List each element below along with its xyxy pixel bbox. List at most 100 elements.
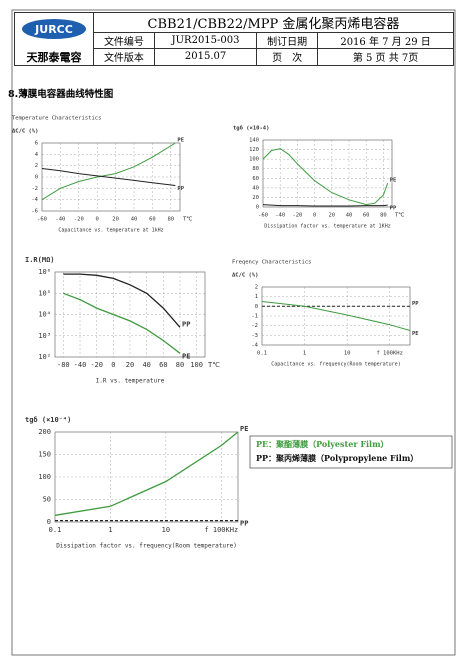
- x-tick-label: -60: [258, 213, 268, 219]
- logo-cell: JURCC: [14, 12, 94, 49]
- x-axis-label: T℃: [395, 213, 405, 219]
- x-tick-label: 1: [303, 351, 306, 357]
- chart-caption: Dissipation factor vs. frequency(Room te…: [56, 543, 237, 550]
- cell: 2015.07: [153, 48, 258, 66]
- x-tick-label: 0: [111, 361, 115, 369]
- logo-text: JURCC: [34, 23, 73, 36]
- series-line: [41, 142, 176, 201]
- y-tick-label: 0: [256, 205, 259, 211]
- cell: 页 次: [256, 48, 319, 66]
- x-tick-label: 1: [108, 526, 112, 534]
- series-label: PE: [177, 138, 184, 144]
- x-tick-label: -80: [57, 361, 70, 369]
- y-tick-label: -1: [251, 314, 258, 320]
- legend-note: PP：聚丙烯薄膜（Polypropylene Film）: [256, 453, 418, 463]
- y-tick-label: -4: [251, 343, 258, 349]
- y-tick-label: 0: [47, 518, 51, 526]
- y-tick-label: -3: [251, 333, 258, 339]
- y-tick-label: 6: [35, 141, 38, 147]
- x-tick-label: 60: [159, 361, 167, 369]
- company: 天那泰電容: [14, 48, 94, 66]
- x-tick-label: 100: [190, 361, 203, 369]
- chart-title: Temperature Characteristics: [12, 116, 101, 122]
- x-tick-label: 10: [162, 526, 170, 534]
- y-tick-label: 100: [38, 473, 51, 481]
- chart-caption: I.R vs. temperature: [96, 378, 165, 385]
- series-label: PP: [177, 186, 184, 192]
- x-tick-label: -60: [37, 217, 47, 223]
- y-tick-label: 140: [249, 138, 259, 144]
- logo: JURCC: [22, 19, 86, 40]
- x-tick-label: 0.1: [257, 351, 267, 357]
- x-tick-label: f 100KHz: [204, 526, 238, 534]
- series-label: PE: [412, 331, 419, 337]
- cell: 2016 年 7 月 29 日: [317, 32, 454, 49]
- page-frame: [11, 9, 456, 656]
- series-label: PP: [240, 520, 248, 528]
- series-label: PE: [182, 352, 190, 360]
- x-axis-label: T℃: [208, 361, 220, 369]
- series-line: [41, 168, 176, 186]
- x-tick-label: 60: [149, 217, 156, 223]
- x-tick-label: 80: [176, 361, 184, 369]
- x-tick-label: 10: [344, 351, 351, 357]
- series-line: [262, 148, 389, 206]
- x-axis-label: T℃: [183, 217, 193, 223]
- y-tick-label: 10⁵: [38, 289, 51, 297]
- chart-title: Freqency Characteristics: [232, 260, 311, 266]
- x-tick-label: -40: [275, 213, 285, 219]
- y-axis-label: ΔC/C (%): [12, 129, 39, 135]
- series-label: PE: [240, 425, 248, 433]
- x-tick-label: 40: [131, 217, 138, 223]
- x-tick-label: -40: [74, 361, 87, 369]
- x-tick-label: 40: [142, 361, 150, 369]
- section-title: 8.薄膜电容器曲线特性图: [8, 89, 114, 100]
- y-tick-label: -4: [31, 197, 38, 203]
- legend-box: [249, 435, 453, 469]
- series-label: PP: [182, 320, 190, 328]
- y-tick-label: -2: [251, 323, 258, 329]
- y-tick-label: 10⁴: [38, 311, 51, 319]
- chart-caption: Capacitance vs. temperature at 1kHz: [58, 228, 163, 234]
- y-tick-label: 2: [35, 163, 38, 169]
- y-axis-label: ΔC/C (%): [232, 273, 259, 279]
- series-line: [54, 431, 239, 516]
- y-tick-label: 50: [43, 496, 51, 504]
- x-tick-label: 20: [328, 213, 335, 219]
- plot-frame: [54, 431, 239, 523]
- x-tick-label: -20: [292, 213, 302, 219]
- y-tick-label: 150: [38, 451, 51, 459]
- y-tick-label: 0: [35, 175, 38, 181]
- doc-title: CBB21/CBB22/MPP 金属化聚丙烯电容器: [93, 12, 454, 33]
- legend-note: PE：聚酯薄膜（Polyester Film）: [256, 439, 389, 449]
- y-tick-label: -2: [31, 186, 38, 192]
- series-label: PP: [412, 301, 419, 307]
- x-tick-label: 0: [313, 213, 316, 219]
- header-table: JURCC CBB21/CBB22/MPP 金属化聚丙烯电容器 文件编号 JUR2…: [14, 12, 454, 66]
- series-line: [262, 204, 388, 207]
- x-tick-label: 20: [112, 217, 119, 223]
- series-line: [63, 273, 181, 328]
- x-tick-label: 40: [346, 213, 353, 219]
- y-tick-label: 200: [38, 428, 51, 436]
- cell: 制订日期: [256, 32, 319, 49]
- x-tick-label: f 100KHz: [376, 351, 403, 357]
- y-tick-label: 80: [252, 166, 259, 172]
- x-tick-label: 80: [167, 217, 174, 223]
- series-label: PP: [390, 206, 397, 212]
- y-axis-label: I.R(MΩ): [25, 256, 55, 264]
- y-axis-label: tgδ (×10⁻⁴): [25, 416, 71, 424]
- y-tick-label: 0: [255, 304, 258, 310]
- x-tick-label: -40: [55, 217, 65, 223]
- x-tick-label: 0.1: [49, 526, 62, 534]
- y-tick-label: 10³: [38, 332, 51, 340]
- y-tick-label: -6: [31, 209, 38, 215]
- series-line: [63, 292, 181, 354]
- series-label: PE: [390, 178, 397, 184]
- x-tick-label: -20: [74, 217, 84, 223]
- chart-caption: Capacitance vs. frequency(Room temperatu…: [271, 362, 400, 368]
- y-tick-label: 4: [35, 152, 39, 158]
- y-tick-label: 10²: [38, 353, 51, 361]
